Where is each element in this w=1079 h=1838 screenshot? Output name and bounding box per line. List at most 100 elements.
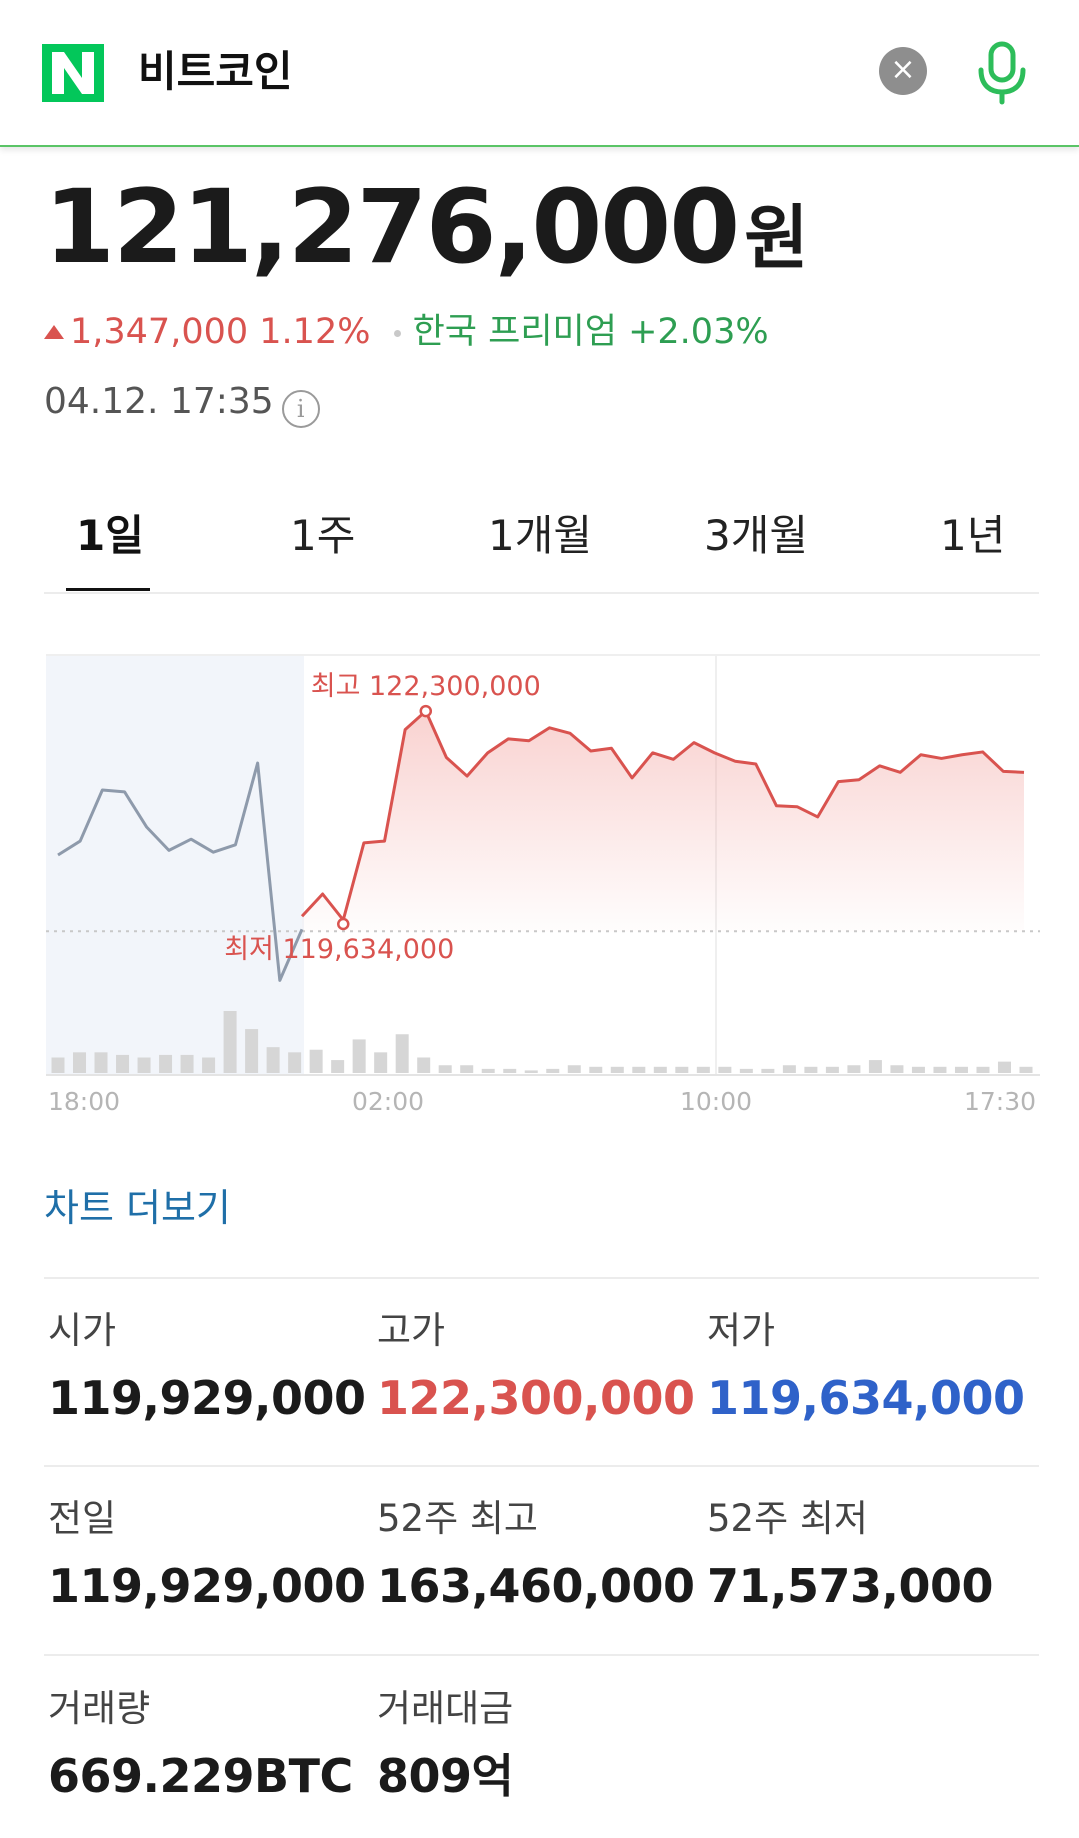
tab-3month[interactable]: 3개월 xyxy=(704,511,809,560)
volume-bar xyxy=(782,1065,796,1073)
info-icon[interactable]: i xyxy=(281,390,320,428)
search-query[interactable]: 비트코인 xyxy=(138,47,293,96)
pre-session-band xyxy=(46,655,304,1075)
price-area-fill xyxy=(302,711,1024,932)
volume-bar xyxy=(589,1066,603,1073)
low-marker xyxy=(337,917,350,931)
price-change-row: 1,347,000 1.12% 한국 프리미엄 +2.03% xyxy=(44,310,769,354)
naver-logo[interactable] xyxy=(42,44,104,102)
premium-label: 한국 프리미엄 xyxy=(412,312,617,352)
volume-bar xyxy=(976,1066,990,1073)
volume-bar xyxy=(438,1065,452,1073)
high-marker xyxy=(419,704,433,718)
volume-bar xyxy=(890,1065,904,1073)
change-percent: 1.12% xyxy=(259,312,371,352)
stat-label-open: 시가 xyxy=(48,1309,117,1352)
divider xyxy=(44,1277,1039,1279)
timestamp-row: 04.12. 17:35 i xyxy=(44,380,320,428)
volume-bar xyxy=(417,1057,431,1073)
volume-bar xyxy=(159,1054,173,1073)
volume-bar xyxy=(116,1054,130,1073)
stat-label-52w-low: 52주 최저 xyxy=(707,1497,868,1540)
volume-bar xyxy=(223,1011,237,1073)
volume-bar xyxy=(137,1057,151,1073)
volume-bar xyxy=(94,1052,108,1073)
close-icon: × xyxy=(890,52,916,87)
premium-value: +2.03% xyxy=(628,312,769,352)
volume-bar xyxy=(202,1057,216,1073)
up-triangle-icon xyxy=(44,325,64,339)
tab-1month[interactable]: 1개월 xyxy=(488,511,593,560)
high-annotation: 최고 122,300,000 xyxy=(311,671,541,702)
volume-bar xyxy=(51,1057,65,1073)
divider xyxy=(44,1654,1039,1656)
volume-bar xyxy=(288,1052,302,1073)
stat-value-trade-value: 809억 xyxy=(377,1749,514,1803)
volume-bar xyxy=(847,1065,861,1073)
volume-bar xyxy=(739,1068,753,1073)
volume-bar xyxy=(696,1066,710,1073)
current-price: 121,276,000원 xyxy=(44,168,809,317)
volume-bar xyxy=(503,1068,517,1073)
volume-bar xyxy=(524,1070,538,1073)
tab-1day[interactable]: 1일 xyxy=(76,511,144,560)
low-annotation: 최저 119,634,000 xyxy=(224,934,454,965)
volume-bar xyxy=(245,1029,259,1073)
volume-bar xyxy=(331,1060,345,1073)
price-chart[interactable]: 최고 122,300,000 최저 119,634,000 18:00 02:0… xyxy=(0,640,1079,1120)
clear-search-button[interactable]: × xyxy=(879,47,927,95)
stat-label-low: 저가 xyxy=(707,1309,776,1352)
volume-bar xyxy=(610,1066,624,1073)
x-tick-label: 10:00 xyxy=(680,1087,752,1116)
volume-bar xyxy=(374,1052,388,1073)
volume-bar xyxy=(309,1049,323,1073)
microphone-icon[interactable] xyxy=(973,40,1031,106)
volume-bar xyxy=(653,1066,667,1073)
volume-bar xyxy=(954,1066,968,1073)
tab-1week[interactable]: 1주 xyxy=(290,511,356,560)
volume-bar xyxy=(761,1068,775,1073)
volume-bar xyxy=(911,1066,925,1073)
x-tick-label: 18:00 xyxy=(48,1087,120,1116)
stat-value-high: 122,300,000 xyxy=(377,1371,695,1425)
tab-1year[interactable]: 1년 xyxy=(940,511,1006,560)
separator-dot xyxy=(393,330,401,337)
change-amount: 1,347,000 xyxy=(70,312,249,352)
volume-bar xyxy=(718,1066,732,1073)
x-tick-label: 02:00 xyxy=(352,1087,424,1116)
volume-bar xyxy=(997,1061,1011,1073)
chart-more-link[interactable]: 차트 더보기 xyxy=(44,1186,231,1230)
stat-label-high: 고가 xyxy=(377,1309,446,1352)
stat-value-open: 119,929,000 xyxy=(48,1371,366,1425)
period-tabs: 1일 1주 1개월 3개월 1년 xyxy=(44,500,1039,594)
stat-label-prev-close: 전일 xyxy=(48,1497,117,1540)
stat-value-prev-close: 119,929,000 xyxy=(48,1559,366,1613)
stat-value-low: 119,634,000 xyxy=(707,1371,1025,1425)
stat-label-trade-value: 거래대금 xyxy=(377,1687,514,1730)
volume-bar xyxy=(632,1066,646,1073)
timestamp: 04.12. 17:35 xyxy=(44,381,274,422)
volume-bar xyxy=(1019,1066,1033,1073)
volume-bar xyxy=(73,1052,87,1073)
volume-bar xyxy=(546,1068,560,1073)
pre-session-line xyxy=(57,761,304,982)
volume-bar xyxy=(933,1066,947,1073)
price-unit: 원 xyxy=(744,197,809,279)
volume-bar xyxy=(460,1065,474,1073)
divider xyxy=(44,1465,1039,1467)
volume-bar xyxy=(481,1068,495,1073)
stat-label-volume: 거래량 xyxy=(48,1687,151,1730)
active-tab-indicator xyxy=(66,588,150,591)
volume-bar xyxy=(352,1039,366,1073)
volume-bar xyxy=(266,1047,280,1073)
stat-value-52w-low: 71,573,000 xyxy=(707,1559,994,1613)
volume-bar xyxy=(868,1060,882,1073)
volume-bar xyxy=(804,1066,818,1073)
volume-bar xyxy=(825,1066,839,1073)
search-header: 비트코인 × xyxy=(0,0,1079,147)
volume-bar xyxy=(675,1066,689,1073)
x-tick-label: 17:30 xyxy=(964,1087,1036,1116)
volume-bar xyxy=(567,1065,581,1073)
price-value: 121,276,000 xyxy=(44,168,740,287)
volume-bar xyxy=(180,1054,194,1073)
